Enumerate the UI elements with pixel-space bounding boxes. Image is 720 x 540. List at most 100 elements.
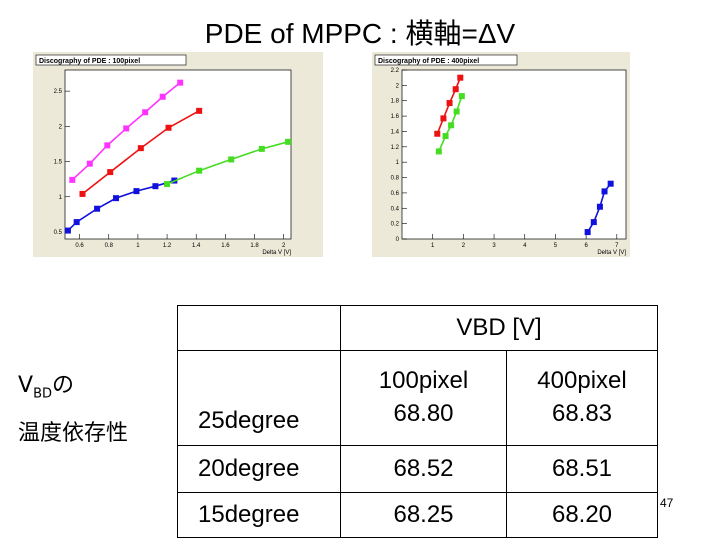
value-400pixel-25degree: 68.83: [551, 400, 613, 427]
vbd-label-suffix: の: [52, 373, 75, 398]
data-point: [113, 195, 120, 202]
x-tick-label: 1.2: [163, 243, 172, 249]
x-tick-label: 1.6: [221, 243, 230, 249]
table-row-label-cell: 25degree: [177, 350, 341, 446]
data-point: [152, 183, 159, 190]
y-tick-label: 0: [396, 237, 400, 243]
row-label-20degree: 20degree: [198, 455, 300, 482]
column-header-400pixel: 400pixel: [537, 367, 627, 394]
plot-frame: [64, 69, 292, 240]
data-point: [79, 190, 86, 197]
y-tick-label: 1.2: [391, 145, 400, 151]
x-tick-label: 3: [492, 243, 496, 249]
pde-100pixel-plot: Discography of PDE : 100pixel 0.6 0.8 1 1.2 1…: [33, 52, 323, 257]
table-row: 20degree 68.52 68.51: [177, 445, 658, 493]
slide-title: PDE of MPPC : 横軸=ΔV: [204, 18, 516, 49]
data-point: [228, 156, 235, 163]
data-point: [607, 180, 614, 187]
x-axis-label: Delta V [V]: [262, 250, 291, 256]
table-row: 15degree 68.25 68.20: [177, 492, 658, 538]
table-row-label-cell: 15degree: [177, 492, 341, 538]
pde-400pixel-chart: Discography of PDE : 400pixel 1 2 3 4 5 6 7 0 0.2…: [374, 54, 627, 256]
y-tick-label: 2.2: [391, 68, 400, 74]
value-400pixel-20degree: 68.51: [506, 445, 658, 493]
data-point: [458, 93, 465, 100]
y-tick-label: 0.4: [391, 206, 400, 212]
x-tick-label: 7: [615, 243, 619, 249]
chart-title-box: [35, 54, 187, 66]
chart-title: Discography of PDE : 100pixel: [39, 58, 140, 65]
vbd-label-main: V: [18, 373, 34, 398]
y-tick-label: 0.5: [54, 230, 63, 236]
chart-title-box: [374, 54, 518, 66]
data-point: [453, 108, 460, 115]
table-corner-cell: [177, 305, 341, 351]
data-point: [590, 219, 597, 226]
data-point: [64, 227, 71, 234]
y-tick-label: 0.6: [391, 191, 400, 197]
data-point: [601, 188, 608, 195]
data-point: [142, 109, 149, 116]
data-point: [107, 169, 114, 176]
data-point: [596, 203, 603, 210]
pde-400pixel-plot: Discography of PDE : 400pixel 1 2 3 4 5 6 7 0 0.2…: [372, 52, 630, 257]
y-tick-label: 1: [396, 160, 400, 166]
y-tick-label: 1.8: [391, 99, 400, 105]
data-point: [164, 181, 171, 188]
pde-100pixel-chart: Discography of PDE : 100pixel 0.6 0.8 1 1.2 1…: [35, 54, 292, 256]
data-point: [137, 145, 144, 152]
data-point: [94, 205, 101, 212]
x-tick-label: 6: [584, 243, 588, 249]
data-point: [123, 125, 130, 132]
value-100pixel-20degree: 68.52: [340, 445, 507, 493]
table-cell-400pixel-25: 400pixel 68.83: [506, 350, 658, 446]
data-point: [434, 130, 441, 137]
data-point: [258, 145, 265, 152]
data-point: [285, 138, 292, 145]
y-tick-label: 2: [396, 83, 400, 89]
x-tick-label: 0.8: [105, 243, 114, 249]
vbd-label: VBDの: [18, 367, 74, 401]
y-tick-label: 1.4: [391, 129, 400, 135]
data-point: [435, 148, 442, 155]
data-point: [584, 229, 591, 236]
x-tick-label: 0.6: [75, 243, 84, 249]
value-100pixel-15degree: 68.25: [340, 492, 507, 538]
x-axis-label: Delta V [V]: [597, 250, 626, 256]
y-tick-label: 2: [59, 124, 63, 130]
data-point: [159, 93, 166, 100]
table-header-row: VBD [V]: [177, 305, 658, 351]
x-tick-label: 1.8: [250, 243, 259, 249]
x-tick-label: 1: [136, 243, 140, 249]
y-tick-label: 1.5: [54, 160, 63, 166]
data-point: [104, 142, 111, 149]
data-point: [442, 133, 449, 140]
table-cell-100pixel-25: 100pixel 68.80: [340, 350, 507, 446]
x-tick-label: 1.4: [192, 243, 201, 249]
data-point: [457, 74, 464, 81]
plot-frame: [401, 69, 627, 240]
x-tick-label: 1: [431, 243, 435, 249]
vbd-table: VBD [V] 25degree 100pixel 68.80 400pixel…: [177, 305, 658, 538]
x-tick-label: 2: [462, 243, 466, 249]
y-tick-label: 1.6: [391, 114, 400, 120]
vbd-label-subscript: BD: [33, 386, 52, 402]
x-tick-label: 5: [554, 243, 558, 249]
data-point: [452, 86, 459, 93]
table-row-label-cell: 20degree: [177, 445, 341, 493]
row-label-15degree: 15degree: [198, 501, 300, 528]
page-number: 47: [660, 496, 674, 510]
temperature-dependence-label: 温度依存性: [18, 421, 129, 446]
row-label-25degree: 25degree: [198, 407, 300, 434]
y-tick-label: 0.8: [391, 176, 400, 182]
table-row: 25degree 100pixel 68.80 400pixel 68.83: [177, 350, 658, 446]
x-tick-label: 4: [523, 243, 527, 249]
table-header-vbd: VBD [V]: [340, 305, 658, 351]
data-point: [69, 176, 76, 183]
chart-title: Discography of PDE : 400pixel: [378, 58, 479, 65]
data-point: [196, 167, 203, 174]
y-tick-label: 0.2: [391, 222, 400, 228]
x-tick-label: 2: [282, 243, 286, 249]
data-point: [440, 115, 447, 122]
value-100pixel-25degree: 68.80: [393, 400, 454, 427]
